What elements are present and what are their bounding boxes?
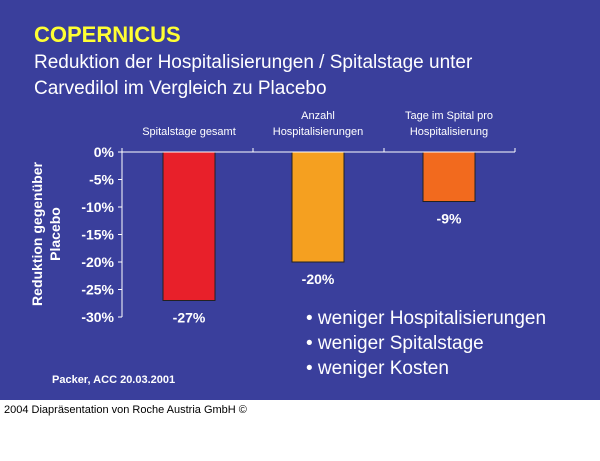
slide-subtitle-line-2: Carvedilol im Vergleich zu Placebo	[34, 78, 327, 99]
slide: COPERNICUS Reduktion der Hospitalisierun…	[0, 0, 600, 400]
y-tick-label-6: -25%	[81, 282, 114, 298]
y-axis-title-line-1: Reduktion gegenüber	[29, 162, 45, 306]
footer-copyright: 2004 Diapräsentation von Roche Austria G…	[4, 404, 247, 416]
y-axis-title-line-2: Placebo	[47, 207, 63, 261]
data-label-2: -20%	[302, 271, 335, 287]
bullet-item-1: • weniger Hospitalisierungen	[306, 308, 547, 329]
category-label-3-line-2: Hospitalisierung	[410, 126, 488, 138]
category-label-2-line-1: Anzahl	[301, 110, 335, 122]
category-label-2-line-2: Hospitalisierungen	[273, 126, 364, 138]
category-label-3-line-1: Tage im Spital pro	[405, 110, 493, 122]
y-tick-label-7: -30%	[81, 309, 114, 325]
y-tick-label-1: 0%	[94, 144, 115, 160]
bar-chart: -27% -20% -9% 0% -5% -10% -15% -20% -25% -30% Spit…	[29, 110, 516, 326]
y-tick-label-2: -5%	[89, 172, 114, 188]
source-citation: Packer, ACC 20.03.2001	[52, 374, 176, 386]
bullet-item-3: • weniger Kosten	[306, 358, 449, 379]
y-tick-label-3: -10%	[81, 199, 114, 215]
slide-subtitle-line-1: Reduktion der Hospitalisierungen / Spita…	[34, 52, 473, 73]
bar-1	[162, 151, 216, 301]
bar-3	[422, 151, 476, 202]
bullet-item-2: • weniger Spitalstage	[306, 333, 484, 354]
slide-title: COPERNICUS	[34, 22, 181, 47]
y-tick-label-4: -15%	[81, 227, 114, 243]
bar-2	[291, 151, 345, 263]
data-label-1: -27%	[173, 310, 206, 326]
y-tick-label-5: -20%	[81, 254, 114, 270]
category-label-1-line-1: Spitalstage gesamt	[142, 126, 236, 138]
data-label-3: -9%	[437, 211, 462, 227]
